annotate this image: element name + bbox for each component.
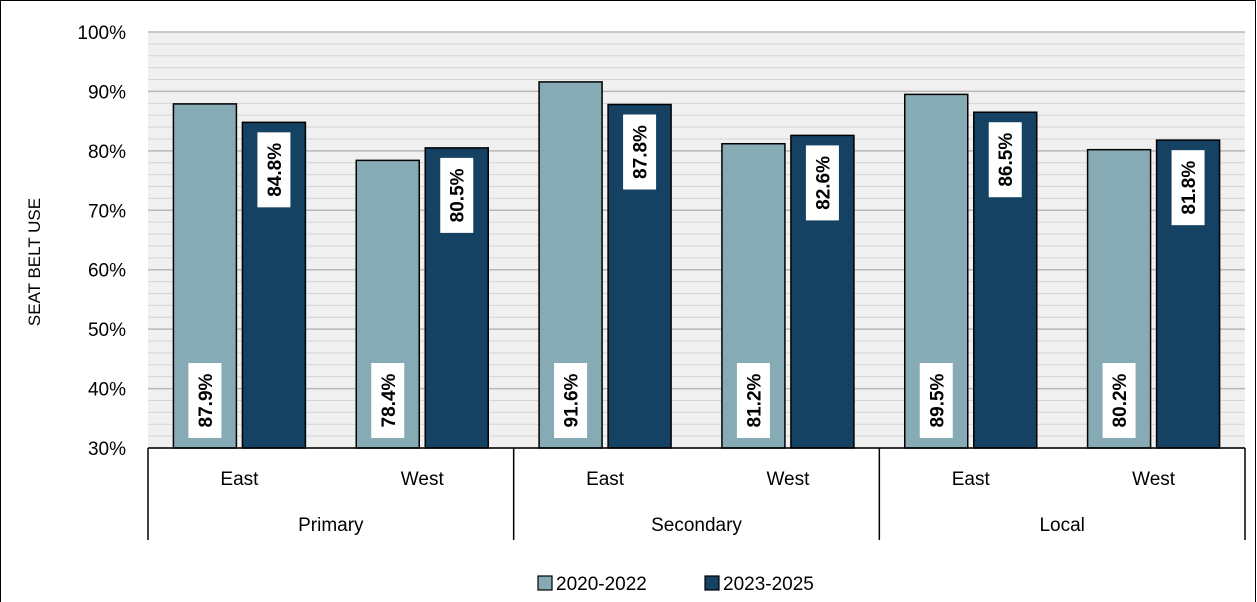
y-tick-label: 80% [88, 142, 126, 163]
data-label: 89.5% [927, 373, 948, 427]
data-label-box [805, 145, 839, 221]
data-label: 81.8% [1179, 161, 1200, 215]
data-label-box [371, 363, 405, 438]
data-label: 86.5% [996, 133, 1017, 187]
data-label: 78.4% [379, 373, 400, 427]
data-label: 87.8% [631, 125, 652, 179]
x-category-label: East [220, 469, 259, 490]
data-label-box [988, 122, 1022, 198]
data-label: 87.9% [196, 373, 217, 427]
data-label-box [440, 157, 474, 233]
data-label-box [623, 114, 657, 190]
x-group-label: Local [1039, 515, 1084, 536]
y-tick-label: 70% [88, 201, 126, 222]
y-tick-label: 100% [77, 23, 126, 44]
y-tick-label: 40% [88, 380, 126, 401]
x-category-label: East [586, 469, 625, 490]
y-tick-label: 50% [88, 320, 126, 341]
legend-swatch [537, 575, 553, 591]
x-group-label: Secondary [651, 515, 742, 536]
x-category-label: West [766, 469, 810, 490]
y-axis-title: SEAT BELT USE [25, 198, 44, 326]
data-label-box [1102, 363, 1136, 438]
x-category-label: East [952, 469, 991, 490]
y-tick-label: 90% [88, 82, 126, 103]
data-label: 84.8% [265, 143, 286, 197]
data-label-box [736, 363, 770, 438]
data-label-box [257, 132, 291, 208]
x-axis: East West Primary East West Secondary East West… [147, 447, 1246, 540]
data-label: 80.5% [448, 168, 469, 222]
y-tick-label: 60% [88, 261, 126, 282]
bars: 87.9% 84.8% 78.4% 80.5% 91.6% 87.8% 81.2% 82.6%… [172, 81, 1221, 449]
data-label-box [188, 363, 222, 438]
data-label: 80.2% [1110, 373, 1131, 427]
legend-label: 2023-2025 [723, 574, 814, 595]
legend: 2020-2022 2023-2025 [537, 574, 814, 595]
data-label-box [1171, 150, 1205, 226]
data-label-box [554, 363, 588, 438]
data-label-box [919, 363, 953, 438]
legend-label: 2020-2022 [556, 574, 647, 595]
plot-area [148, 32, 1245, 448]
x-category-label: West [1132, 469, 1176, 490]
x-group-label: Primary [298, 515, 364, 536]
data-label: 81.2% [744, 373, 765, 427]
x-category-label: West [401, 469, 445, 490]
legend-swatch [704, 575, 720, 591]
data-label: 91.6% [562, 373, 583, 427]
gridlines [148, 31, 1245, 449]
y-tick-label: 30% [88, 439, 126, 460]
y-axis-ticks: 30% 40% 50% 60% 70% 80% 90% 100% [77, 23, 126, 460]
data-label: 82.6% [813, 156, 834, 210]
